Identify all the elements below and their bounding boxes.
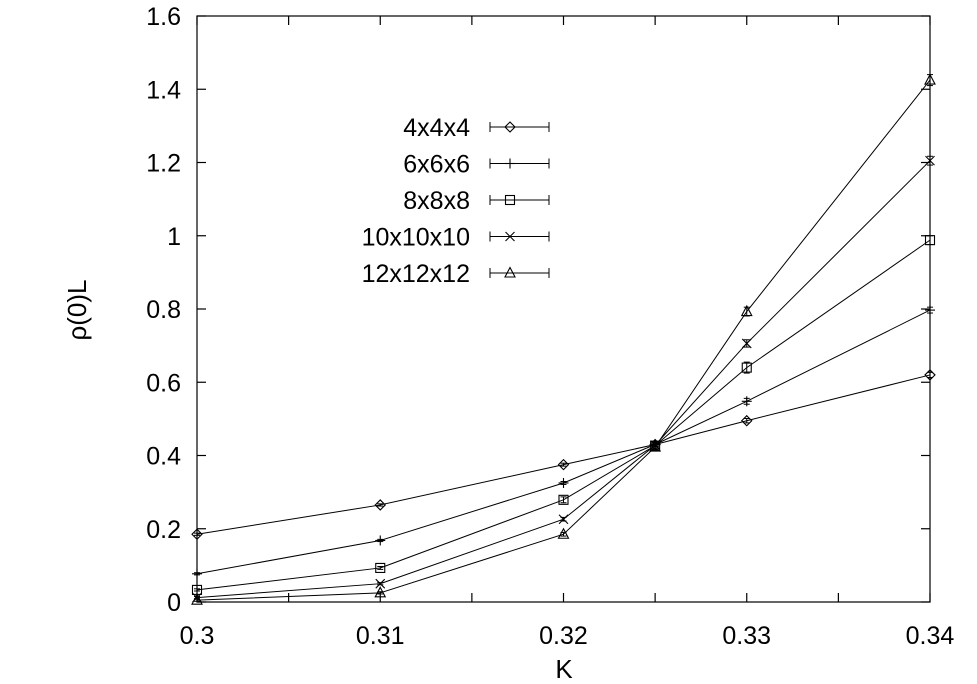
legend: 4x4x4 6x6x6 8x8x8 10x10x10 12x12x12: [362, 114, 550, 288]
series-line: [196, 309, 931, 575]
y-tick-label: 1: [167, 223, 181, 251]
y-axis: 0 0.2 0.4 0.6 0.8 1 1.2 1.4 1.6: [146, 3, 930, 617]
plot-border: [196, 15, 931, 603]
data-point: [924, 369, 936, 381]
data-point: [649, 440, 662, 452]
series-line: [196, 160, 931, 599]
x-tick-label: 0.32: [539, 622, 588, 650]
legend-label: 12x12x12: [362, 260, 470, 288]
x-tick-label: 0.3: [180, 622, 215, 650]
x-tick-label: 0.33: [722, 622, 771, 650]
y-tick-label: 0.8: [146, 296, 181, 324]
y-tick-label: 0: [167, 589, 181, 617]
data-point: [558, 514, 569, 525]
data-point: [558, 477, 569, 488]
legend-label: 8x8x8: [403, 187, 470, 215]
legend-label: 6x6x6: [403, 151, 470, 179]
legend-marker: [504, 266, 516, 278]
data-point: [557, 527, 570, 539]
data-point: [192, 568, 202, 579]
legend-item: 4x4x4: [403, 114, 550, 142]
series-4x4x4: [191, 369, 936, 541]
legend-label: 10x10x10: [362, 224, 470, 252]
data-point: [374, 499, 387, 511]
y-tick-label: 0.4: [146, 443, 181, 471]
data-point: [557, 458, 570, 471]
y-tick-label: 0.2: [146, 516, 181, 544]
legend-item: 10x10x10: [362, 224, 550, 252]
series-8x8x8: [191, 235, 936, 595]
series-layer: [191, 73, 936, 605]
data-point: [374, 586, 387, 598]
series-line: [196, 79, 931, 601]
data-point: [741, 396, 752, 407]
series-12x12x12: [191, 73, 936, 605]
legend-item: 12x12x12: [362, 260, 550, 288]
data-point: [741, 338, 752, 349]
series-6x6x6: [192, 305, 935, 579]
legend-marker: [505, 231, 515, 242]
data-point: [191, 528, 203, 541]
y-axis-label: ρ(0)L: [62, 279, 92, 340]
plot-frame: [196, 15, 931, 603]
y-tick-label: 1.2: [146, 150, 181, 178]
series-line: [196, 374, 931, 535]
data-point: [924, 235, 936, 246]
data-point: [191, 593, 203, 605]
data-point: [558, 494, 569, 505]
data-point: [925, 305, 935, 316]
legend-marker: [505, 158, 515, 169]
y-tick-label: 0.6: [146, 369, 181, 397]
data-point: [375, 535, 386, 546]
data-point: [375, 578, 386, 589]
y-tick-label: 1.6: [146, 3, 181, 31]
legend-marker: [504, 194, 516, 206]
data-point: [924, 73, 936, 85]
x-tick-label: 0.34: [906, 622, 955, 650]
series-line: [196, 239, 931, 591]
data-point: [740, 304, 753, 317]
legend-item: 6x6x6: [403, 151, 550, 179]
x-axis-label: K: [555, 654, 573, 684]
legend-marker: [504, 121, 516, 133]
data-point: [741, 362, 752, 373]
data-point: [925, 155, 935, 166]
y-tick-label: 1.4: [146, 76, 181, 104]
legend-label: 4x4x4: [403, 114, 470, 142]
legend-item: 8x8x8: [403, 187, 550, 215]
x-tick-label: 0.31: [356, 622, 405, 650]
data-point: [740, 414, 753, 427]
x-axis: 0.3 0.31 0.32 0.33 0.34: [180, 16, 955, 650]
data-point: [375, 562, 386, 573]
